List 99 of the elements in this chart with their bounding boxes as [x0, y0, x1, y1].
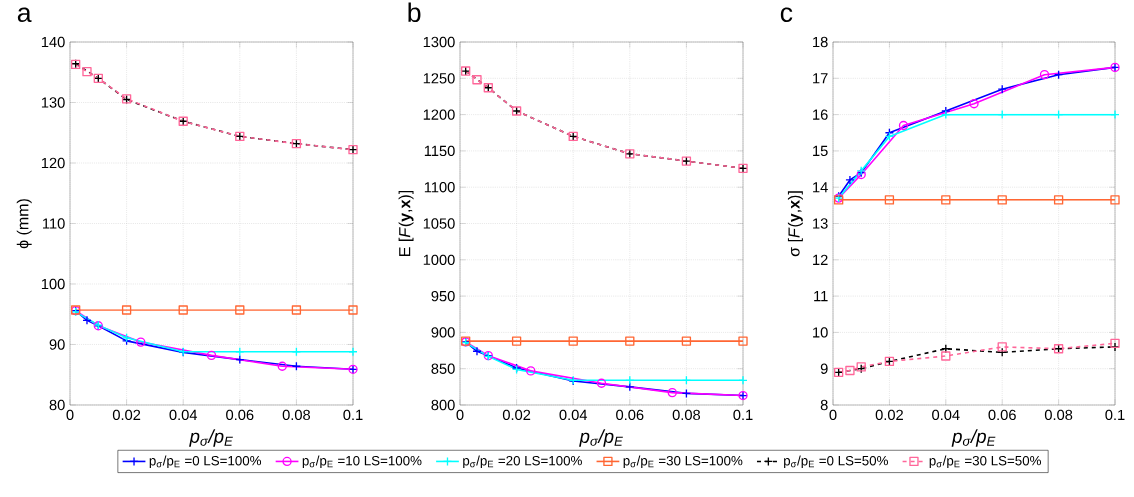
- point: [941, 351, 951, 361]
- point: [1110, 195, 1120, 205]
- point: [884, 195, 895, 205]
- point: [667, 387, 677, 398]
- y-tick-label: 16: [813, 109, 828, 120]
- x-tick-label: 0: [456, 409, 464, 421]
- point: [348, 305, 358, 315]
- point: [845, 175, 855, 185]
- legend-label: p$_{σ}$/p$_{E}$ =30 LS=100%: [623, 455, 743, 469]
- chart-title: c: [780, 7, 793, 23]
- point: [845, 365, 855, 376]
- point: [1053, 195, 1064, 205]
- x-tick-label: 0.08: [672, 409, 701, 421]
- x-tick-label: 0.02: [502, 409, 531, 421]
- point: [1039, 70, 1050, 80]
- x-tick-label: 0.04: [169, 409, 198, 421]
- chart-title: a: [17, 7, 32, 23]
- y-tick-label: 10: [813, 327, 828, 338]
- y-tick-label: 850: [431, 363, 455, 374]
- point: [997, 195, 1007, 205]
- legend-label: p$_{σ}$/p$_{E}$ =10 LS=100%: [302, 455, 422, 469]
- y-tick-label: 100: [41, 278, 65, 290]
- point: [898, 120, 909, 131]
- y-tick-label: 14: [813, 182, 828, 193]
- y-tick-label: 17: [813, 73, 828, 84]
- point: [235, 305, 245, 315]
- y-tick-label: 1200: [423, 109, 455, 120]
- point: [568, 336, 578, 346]
- y-tick-label: 110: [43, 218, 65, 229]
- y-tick-label: 140: [41, 36, 65, 48]
- chart-title: b: [408, 2, 421, 23]
- x-tick-label: 0.1: [733, 409, 753, 421]
- y-tick-label: 9: [820, 363, 828, 374]
- point: [625, 382, 635, 392]
- x-axis-title: p$_{σ}$/p$_{E}$: [579, 429, 623, 447]
- x-tick-label: 0.04: [932, 409, 960, 421]
- y-axis-title: σ [F(y,x)]: [787, 191, 803, 257]
- x-tick-label: 0.02: [112, 409, 141, 421]
- point: [178, 305, 188, 315]
- point: [1110, 109, 1120, 120]
- x-axis-title: p$_{σ}$/p$_{E}$: [951, 429, 996, 447]
- x-tick-label: 0: [829, 409, 837, 421]
- y-tick-label: 1000: [423, 254, 455, 265]
- point: [738, 375, 748, 385]
- point: [291, 305, 302, 315]
- y-tick-label: 900: [431, 327, 455, 338]
- legend-label: p$_{σ}$/p$_{E}$ =0 LS=50%: [784, 455, 888, 469]
- y-tick-label: 15: [813, 145, 828, 157]
- point: [625, 336, 635, 346]
- x-tick-label: 0.06: [226, 409, 254, 421]
- point: [596, 378, 607, 388]
- y-tick-label: 130: [41, 97, 65, 108]
- legend-label: p$_{σ}$/p$_{E}$ =20 LS=100%: [463, 455, 582, 469]
- y-tick-label: 1250: [423, 73, 455, 84]
- point: [511, 336, 522, 346]
- x-axis-title: p$_{σ}$/p$_{E}$: [189, 429, 233, 447]
- point: [121, 305, 132, 315]
- point: [738, 336, 748, 346]
- point: [526, 366, 536, 376]
- y-tick-label: 1300: [423, 36, 455, 48]
- y-tick-label: 1150: [424, 145, 455, 157]
- y-axis-title: E [F(y,x)]: [398, 190, 414, 256]
- point: [681, 336, 692, 346]
- x-tick-label: 0.06: [988, 409, 1016, 421]
- y-tick-label: 90: [49, 339, 65, 350]
- y-tick-label: 13: [813, 218, 828, 229]
- legend-label: p$_{σ}$/p$_{E}$ =0 LS=100%: [149, 455, 262, 469]
- x-tick-label: 0.08: [282, 409, 311, 421]
- x-tick-label: 0.08: [1044, 409, 1073, 421]
- y-axis-title: ϕ (mm): [16, 199, 32, 249]
- point: [82, 66, 92, 77]
- x-tick-label: 0.04: [559, 409, 588, 421]
- point: [969, 99, 979, 109]
- point: [206, 350, 217, 361]
- point: [277, 361, 287, 371]
- y-tick-label: 950: [431, 290, 455, 302]
- y-tick-label: 11: [814, 291, 828, 302]
- y-tick-label: 18: [813, 36, 828, 48]
- point: [82, 315, 92, 325]
- y-tick-label: 12: [813, 254, 828, 265]
- x-tick-label: 0.1: [1105, 409, 1125, 421]
- point: [472, 75, 482, 85]
- point: [472, 346, 482, 356]
- x-tick-label: 0.02: [875, 409, 903, 421]
- y-tick-label: 8: [820, 399, 828, 411]
- x-tick-label: 0.06: [616, 409, 644, 421]
- legend-label: p$_{σ}$/p$_{E}$ =30 LS=50%: [929, 455, 1041, 469]
- point: [136, 337, 146, 347]
- x-tick-label: 0: [66, 409, 74, 421]
- y-tick-label: 1050: [423, 218, 455, 229]
- y-tick-label: 800: [431, 399, 455, 411]
- point: [941, 195, 951, 205]
- point: [997, 342, 1007, 352]
- point: [1110, 338, 1120, 348]
- y-tick-label: 1100: [424, 182, 455, 193]
- y-tick-label: 80: [49, 399, 65, 411]
- point: [348, 347, 358, 357]
- y-tick-label: 120: [41, 157, 65, 169]
- x-tick-label: 0.1: [343, 409, 363, 421]
